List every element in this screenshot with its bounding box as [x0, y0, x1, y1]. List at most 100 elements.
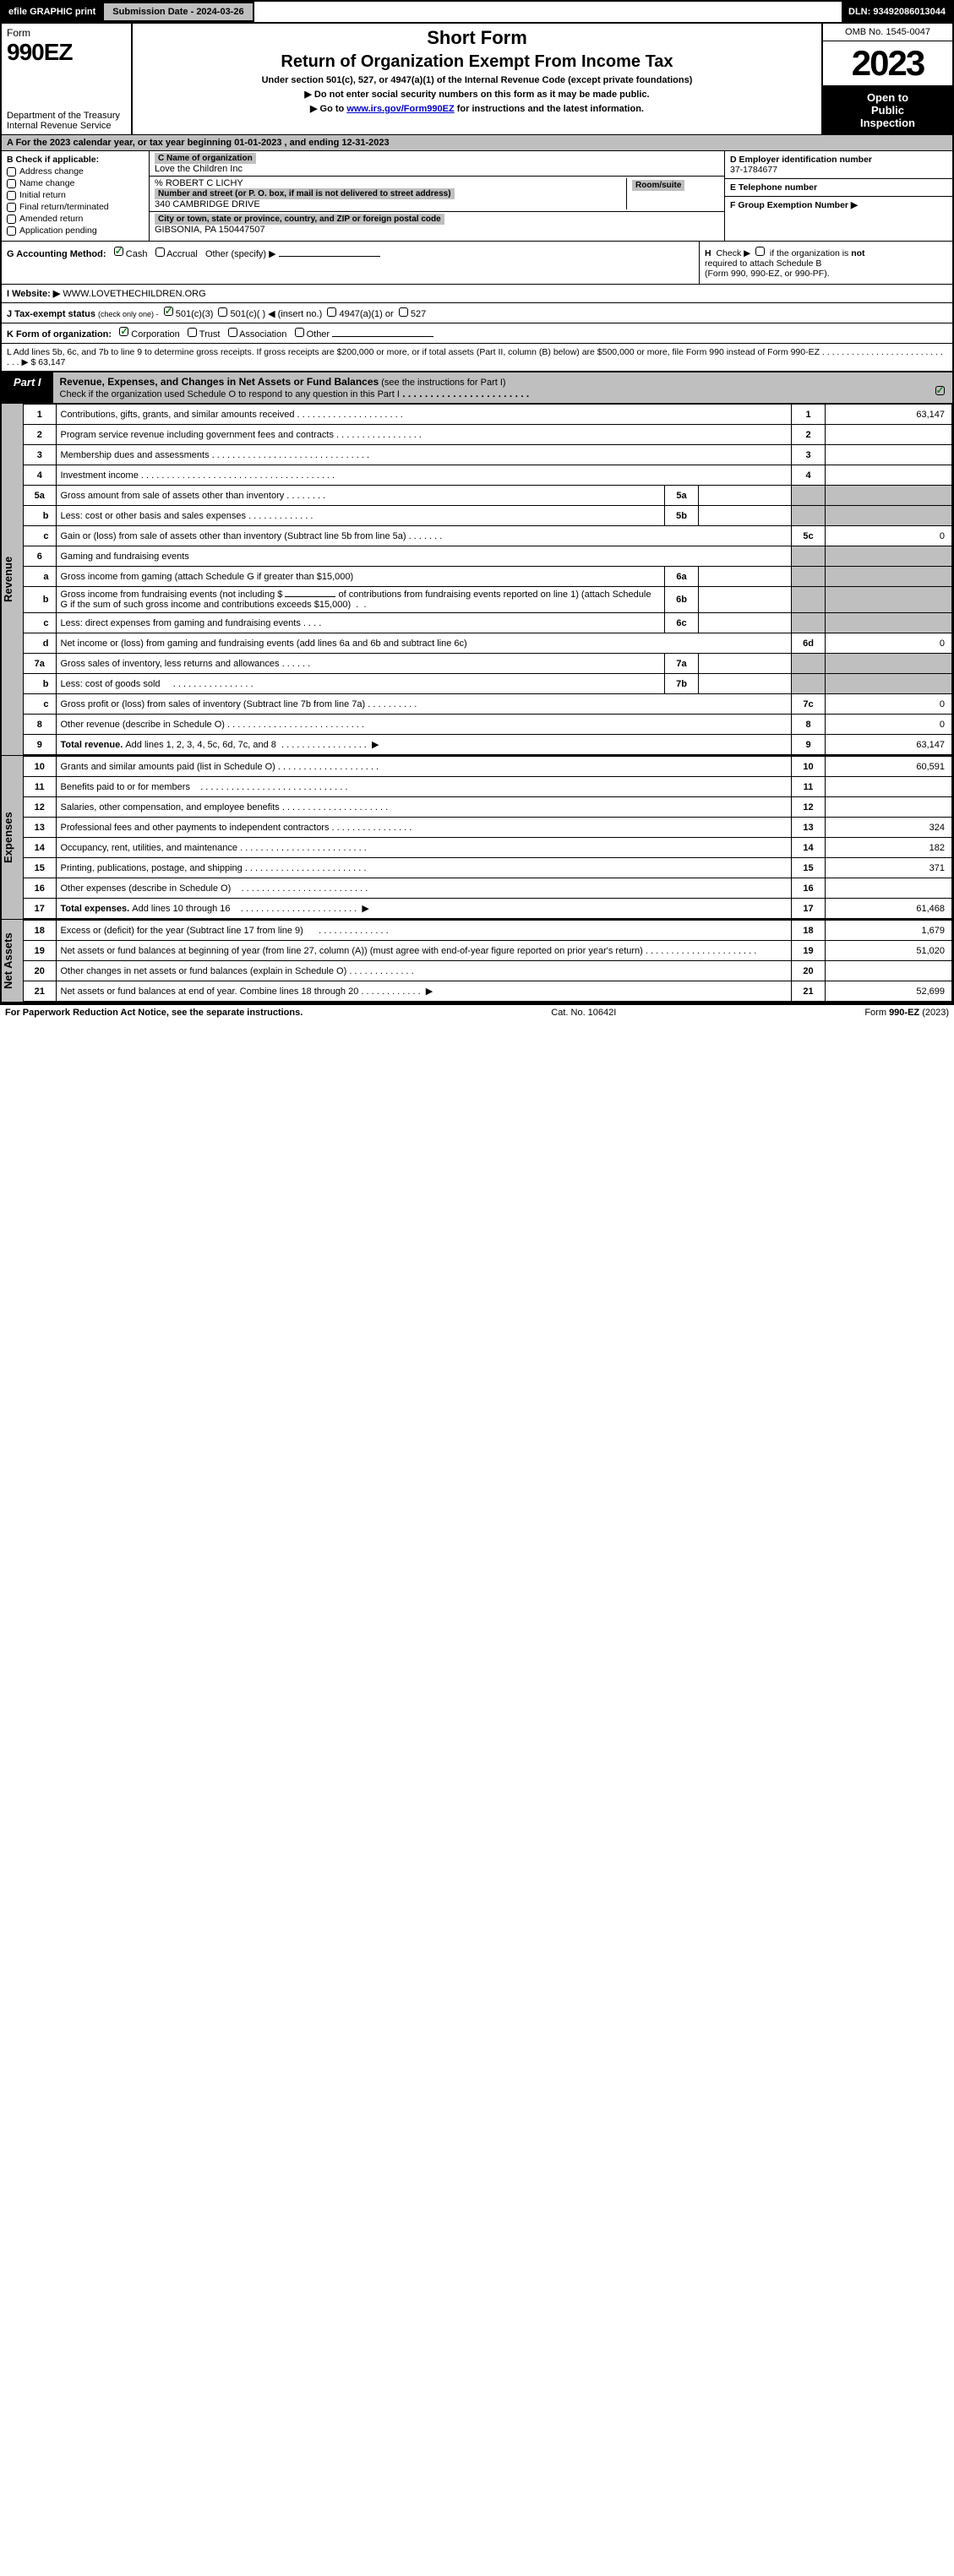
line-14-desc: Occupancy, rent, utilities, and maintena… — [61, 843, 238, 853]
line-7b-desc: Less: cost of goods sold — [61, 679, 161, 689]
checkbox-address-change[interactable] — [7, 167, 16, 177]
c-name-header: C Name of organization — [155, 153, 256, 164]
line-11-val — [826, 777, 952, 797]
line-7a-minival — [699, 654, 792, 674]
line-9-desc: Total revenue. — [61, 740, 126, 750]
ein-value: 37-1784677 — [730, 165, 947, 175]
line-17-desc: Total expenses. — [61, 904, 133, 914]
short-form-title: Short Form — [139, 27, 815, 49]
line-6c-minival — [699, 613, 792, 633]
checkbox-final-return[interactable] — [7, 203, 16, 212]
line-5a-val-shaded — [826, 486, 952, 506]
line-4-desc: Investment income — [61, 470, 139, 481]
line-21-val: 52,699 — [826, 981, 952, 1002]
line-16-desc: Other expenses (describe in Schedule O) — [61, 883, 232, 894]
line-1-val: 63,147 — [826, 405, 952, 425]
line-7b-no: b — [24, 674, 56, 694]
line-6b-val-shaded — [826, 587, 952, 613]
line-3-no: 3 — [24, 445, 56, 465]
open-line-2: Public — [826, 104, 949, 117]
checkbox-h[interactable] — [755, 247, 765, 256]
label-527: 527 — [411, 309, 426, 319]
box-e-label: E Telephone number — [730, 182, 947, 193]
expenses-section: Expenses 10Grants and similar amounts pa… — [2, 755, 952, 919]
line-15-no: 15 — [24, 858, 56, 878]
line-6c-val-shaded — [826, 613, 952, 633]
line-18-num: 18 — [792, 921, 826, 941]
checkbox-name-change[interactable] — [7, 179, 16, 188]
checkbox-corporation[interactable] — [119, 327, 128, 336]
line-6a-val-shaded — [826, 567, 952, 587]
row-gh: G Accounting Method: Cash Accrual Other … — [2, 241, 952, 284]
line-16-no: 16 — [24, 878, 56, 899]
line-11-num: 11 — [792, 777, 826, 797]
netassets-vlabel: Net Assets — [2, 920, 14, 1002]
checkbox-trust[interactable] — [188, 328, 197, 337]
dln-label: DLN: 93492086013044 — [842, 2, 952, 22]
line-17-val: 61,468 — [826, 899, 952, 919]
line-6c-num-shaded — [792, 613, 826, 633]
row-h-label: H — [705, 248, 711, 258]
checkbox-application-pending[interactable] — [7, 226, 16, 236]
line-13-no: 13 — [24, 818, 56, 838]
checkbox-accrual[interactable] — [155, 247, 165, 257]
line-7b-num-shaded — [792, 674, 826, 694]
line-15-desc: Printing, publications, postage, and shi… — [61, 863, 243, 873]
top-bar: efile GRAPHIC print Submission Date - 20… — [2, 2, 952, 22]
line-15-num: 15 — [792, 858, 826, 878]
line-6a-num-shaded — [792, 567, 826, 587]
footer-left: For Paperwork Reduction Act Notice, see … — [5, 1008, 303, 1018]
line-6-desc: Gaming and fundraising events — [61, 552, 189, 562]
goto-post: for instructions and the latest informat… — [455, 104, 644, 114]
h-text-2: if the organization is — [770, 248, 848, 258]
line-2-desc: Program service revenue including govern… — [61, 430, 334, 440]
revenue-section: Revenue 1Contributions, gifts, grants, a… — [2, 403, 952, 755]
checkbox-501c3[interactable] — [164, 307, 173, 316]
line-5c-no: c — [24, 526, 56, 546]
line-7a-mini: 7a — [665, 654, 699, 674]
line-7b-minival — [699, 674, 792, 694]
line-7a-desc: Gross sales of inventory, less returns a… — [61, 659, 280, 669]
line-1-num: 1 — [792, 405, 826, 425]
line-13-desc: Professional fees and other payments to … — [61, 823, 330, 833]
part-1-title: Revenue, Expenses, and Changes in Net As… — [60, 376, 379, 388]
checkbox-other-org[interactable] — [295, 328, 304, 337]
checkbox-501c[interactable] — [218, 307, 227, 317]
line-10-no: 10 — [24, 757, 56, 777]
label-other-org: Other — [307, 329, 330, 340]
line-6d-desc: Net income or (loss) from gaming and fun… — [61, 639, 467, 649]
street-address: 340 CAMBRIDGE DRIVE — [155, 199, 626, 209]
other-specify-field[interactable] — [279, 256, 380, 257]
checkbox-527[interactable] — [399, 307, 408, 317]
line-19-no: 19 — [24, 941, 56, 961]
line-6d-num: 6d — [792, 633, 826, 654]
line-6-num-shaded — [792, 546, 826, 567]
line-7c-num: 7c — [792, 694, 826, 715]
line-21-no: 21 — [24, 981, 56, 1002]
part-1-tab: Part I — [2, 372, 53, 403]
footer-center: Cat. No. 10642I — [551, 1008, 616, 1018]
line-18-no: 18 — [24, 921, 56, 941]
checkbox-4947[interactable] — [327, 307, 336, 317]
form-header: Form 990EZ Department of the Treasury In… — [2, 22, 952, 134]
line-5c-num: 5c — [792, 526, 826, 546]
checkbox-schedule-o[interactable] — [935, 386, 945, 395]
label-other-specify: Other (specify) ▶ — [205, 249, 276, 259]
line-18-desc: Excess or (deficit) for the year (Subtra… — [61, 926, 303, 936]
line-7c-no: c — [24, 694, 56, 715]
line-13-num: 13 — [792, 818, 826, 838]
checkbox-association[interactable] — [228, 328, 237, 337]
open-line-3: Inspection — [826, 117, 949, 129]
checkbox-cash[interactable] — [114, 247, 123, 256]
line-6a-no: a — [24, 567, 56, 587]
section-a-calendar-year: A For the 2023 calendar year, or tax yea… — [2, 134, 952, 150]
checkbox-amended-return[interactable] — [7, 215, 16, 224]
efile-print-button[interactable]: efile GRAPHIC print — [2, 2, 102, 22]
line-2-num: 2 — [792, 425, 826, 445]
line-7b-val-shaded — [826, 674, 952, 694]
other-org-field[interactable] — [332, 336, 433, 337]
line-7b-mini: 7b — [665, 674, 699, 694]
irs-link[interactable]: www.irs.gov/Form990EZ — [346, 104, 454, 114]
care-of: % ROBERT C LICHY — [155, 178, 626, 188]
checkbox-initial-return[interactable] — [7, 191, 16, 200]
